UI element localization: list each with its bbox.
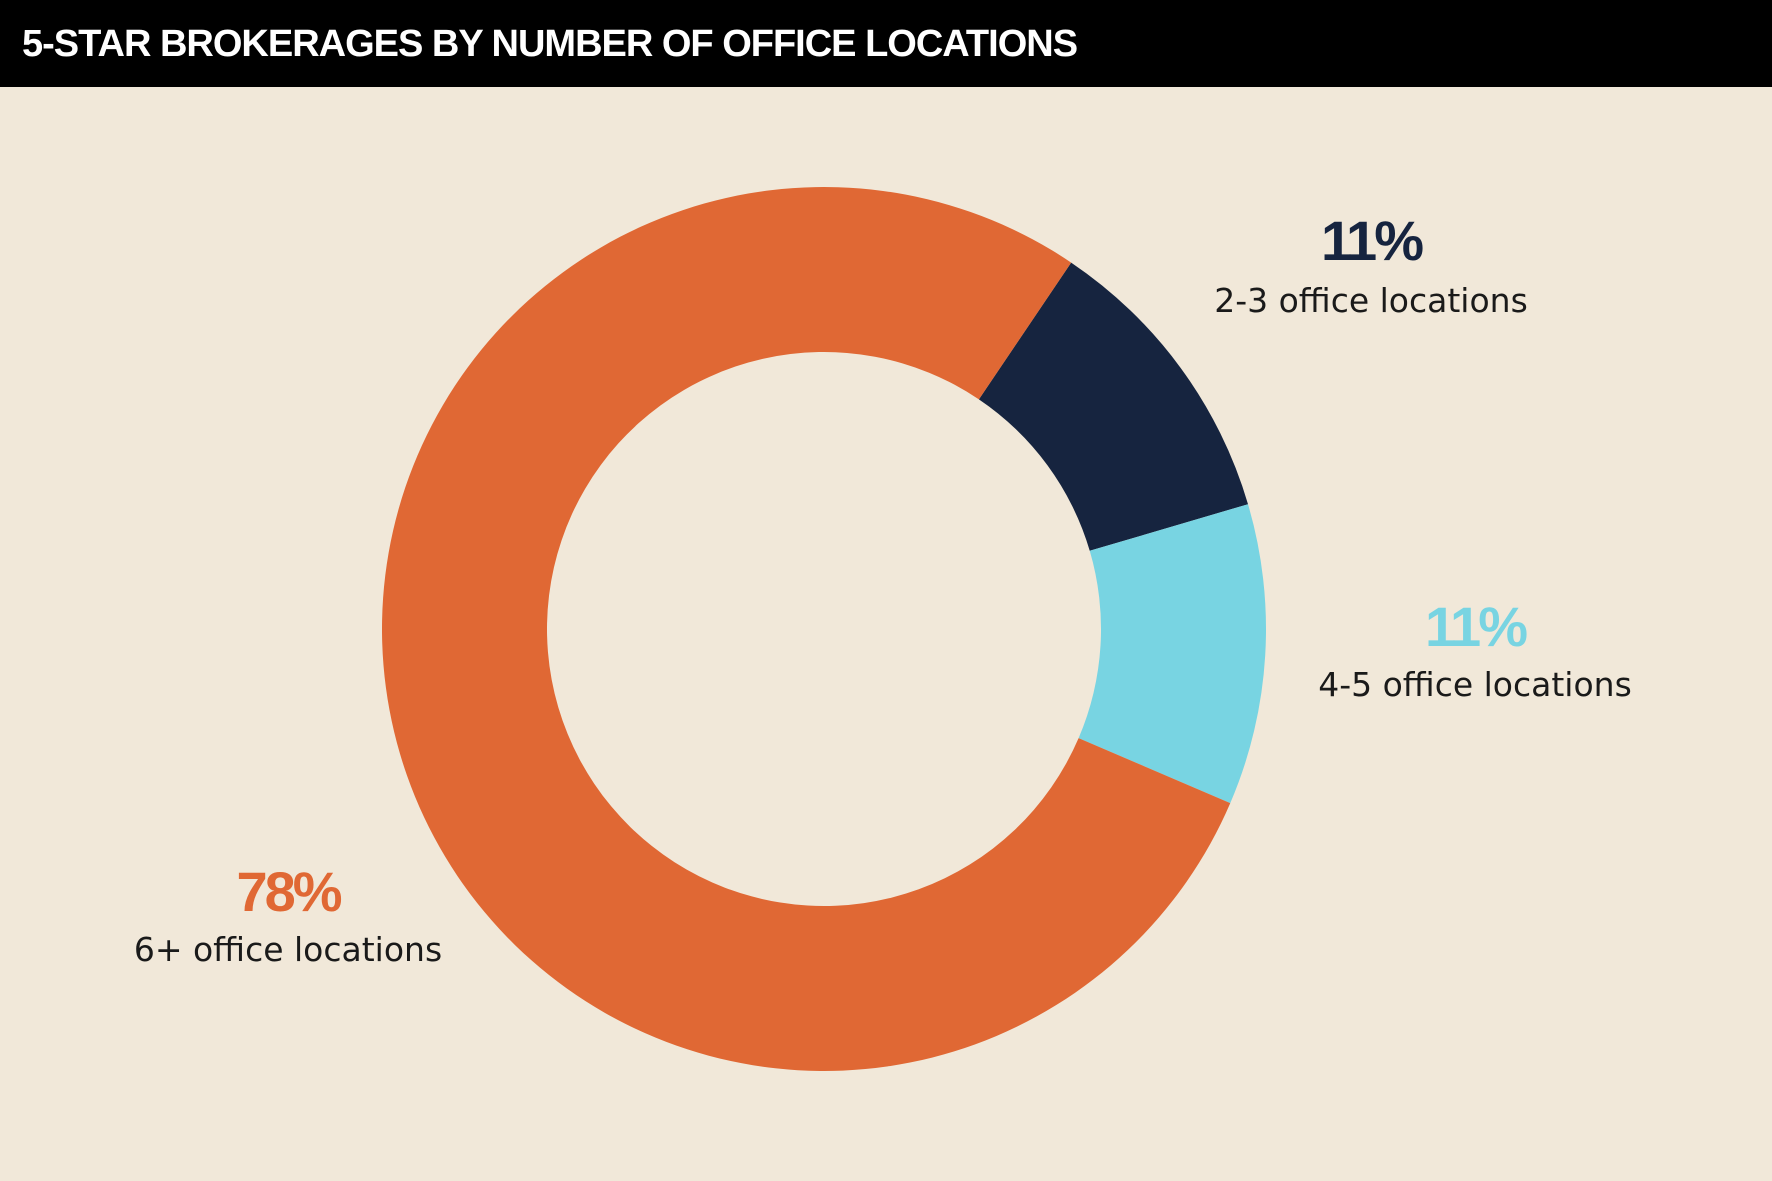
category-label: 2-3 office locations: [1214, 281, 1528, 320]
value-label: 78%: [236, 860, 341, 923]
donut-slice: [381, 187, 1231, 1071]
value-label: 11%: [1425, 595, 1527, 658]
title-bar: [0, 0, 1772, 87]
category-label: 4-5 office locations: [1318, 665, 1632, 704]
value-label: 11%: [1321, 209, 1423, 272]
donut-slice: [1078, 504, 1267, 804]
chart-title: 5-STAR BROKERAGES BY NUMBER OF OFFICE LO…: [22, 23, 1077, 65]
donut-slice: [978, 262, 1249, 551]
category-label: 6+ office locations: [134, 930, 442, 969]
